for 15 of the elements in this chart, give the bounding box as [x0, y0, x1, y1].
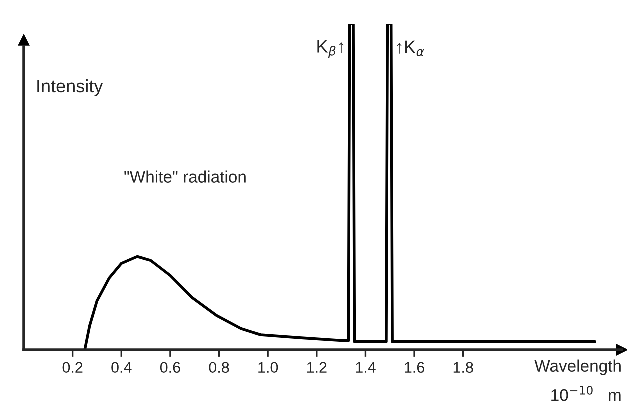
x-tick-label: 1.2 — [307, 362, 327, 373]
x-tick-label: 1.4 — [356, 362, 376, 373]
annotation: ↑K$_{α}$ — [397, 40, 424, 56]
x-tick-label: 0.6 — [160, 362, 180, 374]
y-axis-title: Intensity — [38, 79, 104, 96]
annotation: K$_{β}$↑ — [318, 40, 344, 58]
annotation: "White" radiation — [124, 170, 246, 183]
x-tick-label: 1.0 — [258, 362, 278, 374]
x-tick-label: 1.6 — [405, 362, 424, 374]
x-tick-label: 0.4 — [112, 362, 132, 374]
x-axis-title: Wavelength — [534, 360, 621, 376]
x-tick-label: 0.2 — [62, 362, 83, 374]
x-tick-label: 1.8 — [454, 362, 474, 374]
text: 10$^{−10}$ m — [552, 386, 621, 402]
x-tick-label: 0.8 — [209, 362, 230, 374]
